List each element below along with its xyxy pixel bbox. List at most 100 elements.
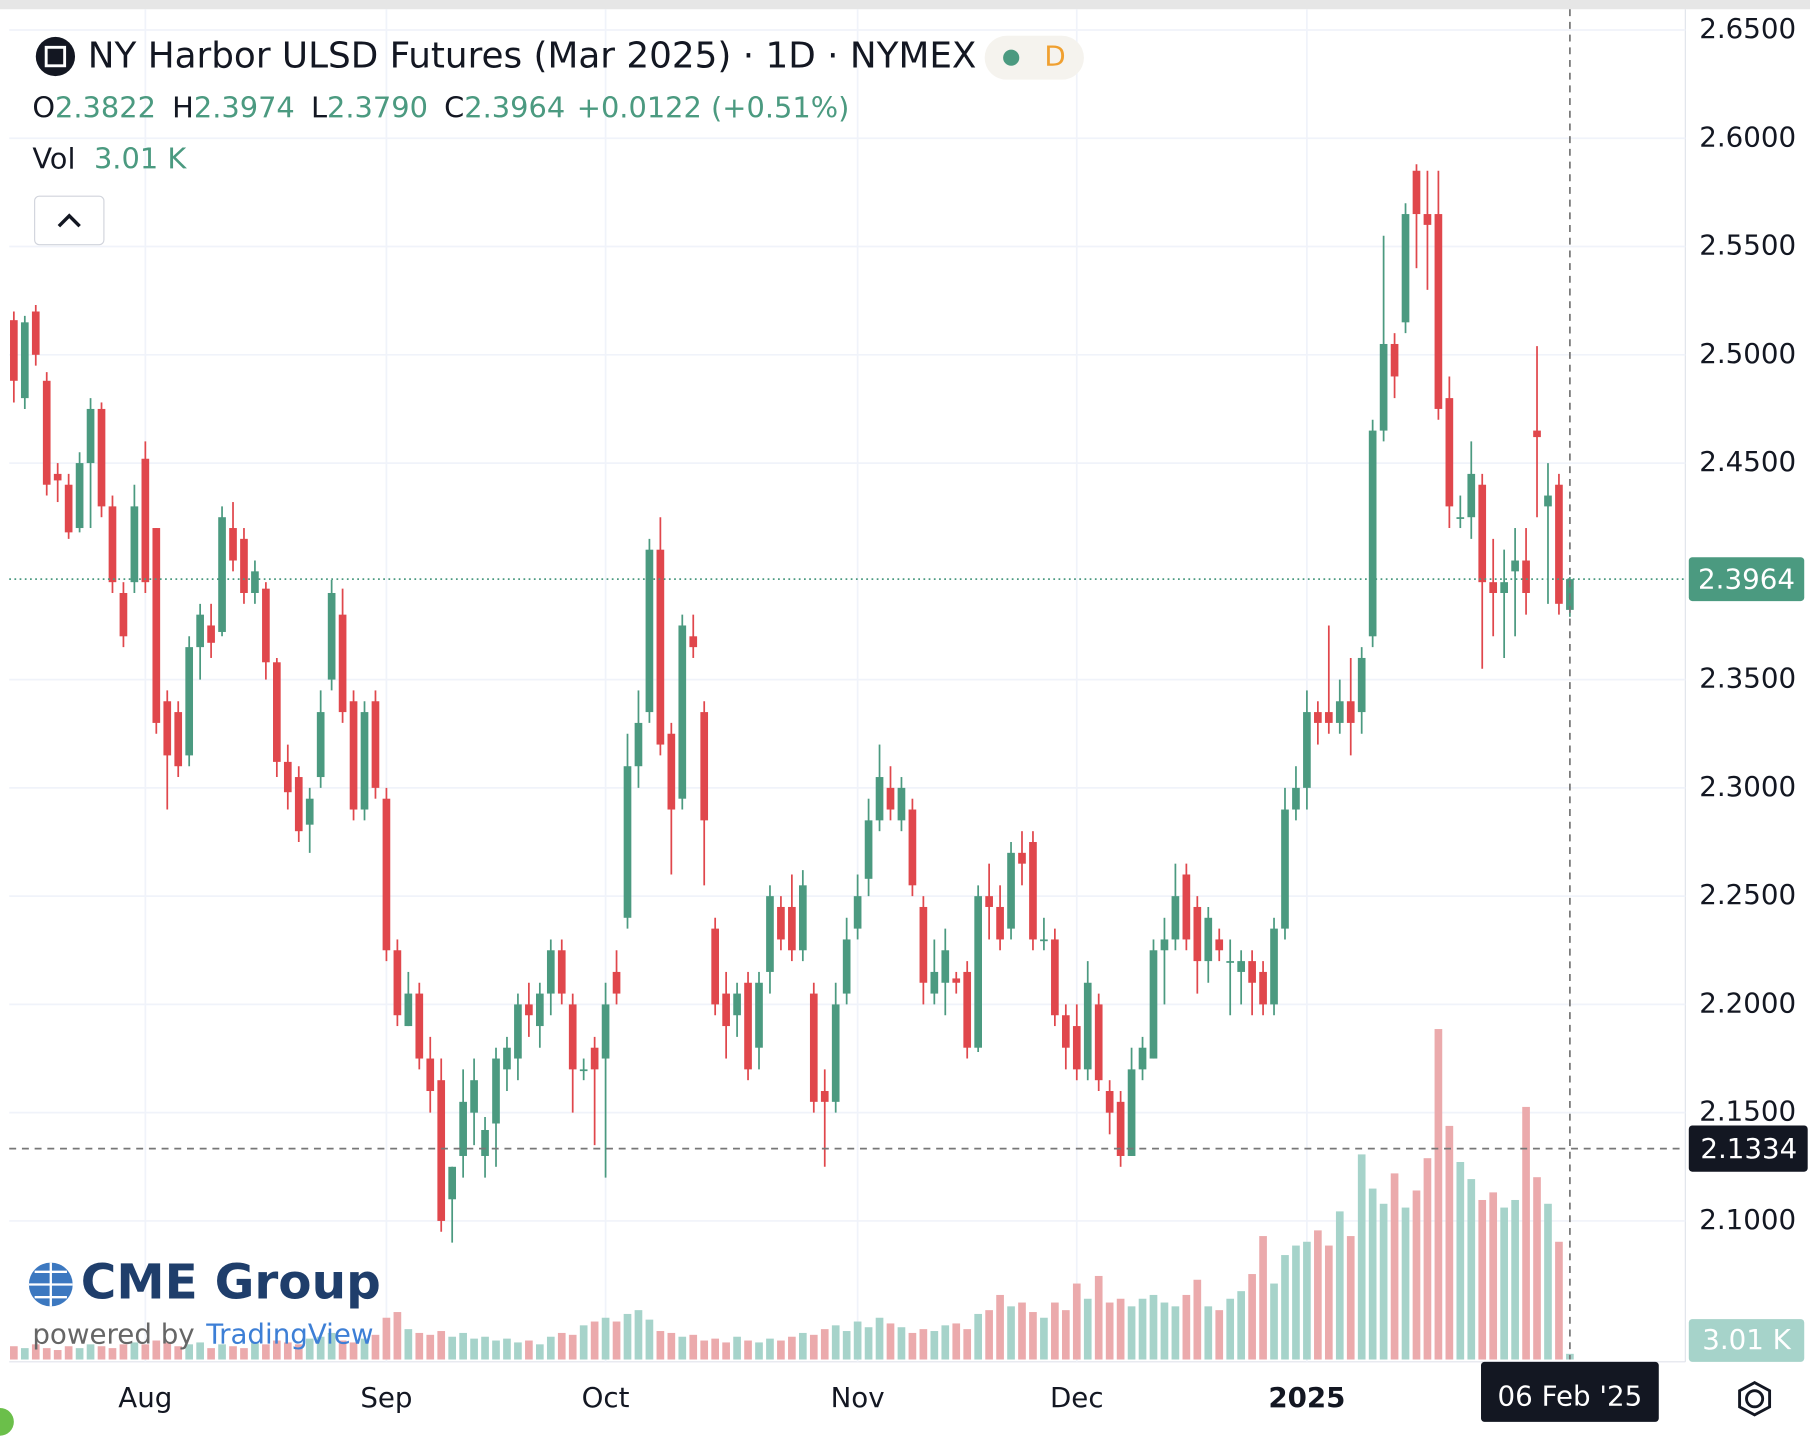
candle-body — [119, 592, 128, 637]
volume-bar — [1478, 1199, 1487, 1360]
candle-body — [218, 517, 226, 632]
candle-body — [382, 798, 391, 951]
candle-body — [1522, 560, 1530, 593]
candle-body — [1072, 1026, 1081, 1070]
legend-value: 2.3974 — [194, 91, 295, 125]
volume-bar — [1138, 1298, 1147, 1360]
candle-body — [437, 1080, 446, 1221]
status-dot — [1003, 49, 1020, 66]
candle-body — [601, 1004, 610, 1059]
volume-bar — [536, 1344, 544, 1360]
volume-bar — [1390, 1173, 1399, 1360]
candle-body — [470, 1080, 478, 1113]
candle-body — [1533, 430, 1541, 438]
volume-bar — [875, 1317, 884, 1360]
candle-body — [557, 950, 566, 994]
candle-body — [1489, 582, 1498, 593]
candle-body — [634, 722, 643, 767]
volume-bar — [174, 1346, 183, 1360]
candle-body — [86, 408, 95, 464]
candle-body — [1083, 982, 1092, 1070]
candle-body — [788, 906, 796, 951]
volume-bar — [1149, 1294, 1158, 1360]
candle-body — [1138, 1047, 1147, 1070]
candle-body — [996, 906, 1004, 940]
volume-bar — [1324, 1245, 1333, 1360]
candle-body — [251, 571, 259, 593]
candle-body — [1215, 939, 1224, 951]
volume-bar — [1412, 1190, 1421, 1360]
volume-bar — [53, 1350, 62, 1360]
volume-bar — [426, 1334, 435, 1360]
volume-bar — [185, 1344, 194, 1360]
candle-body — [426, 1058, 435, 1092]
candle-body — [1314, 712, 1322, 723]
candle-body — [711, 928, 720, 1005]
candle-body — [1324, 712, 1333, 723]
volume-bar — [601, 1317, 610, 1360]
candle-body — [897, 787, 906, 821]
volume-bar — [623, 1313, 632, 1360]
status-pill[interactable] — [984, 35, 1084, 80]
volume-bar — [1401, 1207, 1410, 1360]
candle-body — [568, 1004, 577, 1070]
candle-body — [503, 1047, 511, 1070]
volume-bar — [1259, 1236, 1267, 1360]
candle-body — [1029, 842, 1037, 940]
candle-body — [1259, 971, 1267, 1005]
collapse-button[interactable] — [34, 195, 105, 246]
candle-body — [1193, 906, 1202, 962]
candle-body — [1357, 657, 1366, 713]
legend-label: O — [32, 91, 55, 125]
candle-body — [678, 625, 687, 799]
x-tick-label: 2025 — [1268, 1381, 1345, 1414]
x-tick-label: Oct — [582, 1381, 630, 1414]
volume-bar — [809, 1334, 818, 1360]
symbol-icon-glyph — [44, 45, 67, 68]
y-tick-label: 2.2500 — [1699, 878, 1796, 911]
candle-body — [1171, 896, 1180, 940]
volume-bar — [404, 1329, 413, 1360]
volume-bar — [952, 1323, 961, 1360]
settings-icon[interactable] — [1745, 1389, 1765, 1409]
volume-bar — [218, 1344, 226, 1360]
volume-bar — [108, 1348, 117, 1360]
candle-body — [1555, 484, 1563, 604]
candle-body — [1226, 961, 1235, 963]
volume-bar — [283, 1342, 292, 1360]
candle-body — [853, 896, 862, 929]
y-tick-label: 2.4500 — [1699, 445, 1796, 478]
candle-body — [262, 588, 270, 663]
volume-bar — [119, 1344, 128, 1360]
volume-bar — [229, 1346, 237, 1360]
volume-tag-label: 3.01 K — [1702, 1323, 1791, 1356]
volume-bar — [1127, 1306, 1136, 1360]
symbol-icon — [35, 36, 76, 77]
candle-body — [163, 701, 172, 756]
candle-body — [875, 777, 884, 821]
volume-bar — [1303, 1241, 1311, 1360]
volume-bar — [1489, 1192, 1498, 1360]
volume-bar — [1083, 1298, 1092, 1360]
volume-bar — [798, 1332, 807, 1360]
volume-bar — [20, 1348, 29, 1360]
candle-body — [316, 712, 325, 778]
volume-bar — [327, 1332, 336, 1360]
candle-body — [75, 463, 84, 529]
logo-globe-lines — [28, 1262, 73, 1307]
candle-body — [196, 614, 204, 648]
crosshair-price-tag — [1688, 1125, 1808, 1172]
candle-body — [864, 820, 873, 879]
volume-bar — [1555, 1241, 1563, 1360]
volume-bar — [1379, 1203, 1388, 1360]
candle-body — [1105, 1091, 1114, 1113]
candle-body — [185, 647, 194, 756]
volume-bar — [1511, 1199, 1519, 1360]
volume-bar — [371, 1334, 380, 1360]
candle-body — [1335, 701, 1344, 723]
volume-bar — [897, 1327, 906, 1360]
candle-body — [963, 971, 972, 1048]
logo-name: CME Group — [81, 1255, 381, 1311]
candle-body — [1423, 214, 1432, 225]
